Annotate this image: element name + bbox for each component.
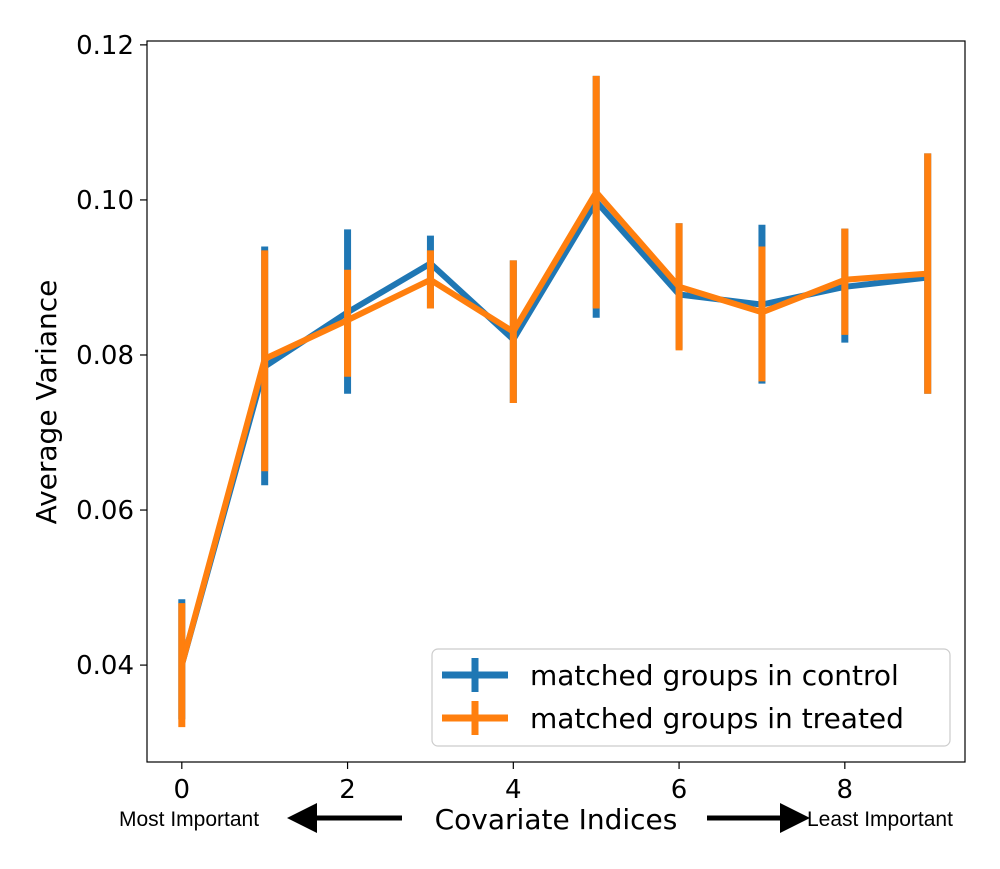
legend-item-0: matched groups in control	[442, 658, 899, 692]
axes: 0 2 4 6 8 0.04 0.06 0.08 0.10 0.12	[76, 31, 853, 805]
x-tick-label: 0	[174, 775, 191, 805]
legend-label: matched groups in control	[530, 659, 899, 692]
y-axis-label: Average Variance	[30, 280, 63, 525]
x-tick-label: 2	[339, 775, 356, 805]
data-point	[347, 319, 349, 321]
data-point	[181, 664, 183, 666]
legend-label: matched groups in treated	[530, 702, 904, 735]
least-important-note: Least Important	[807, 808, 953, 831]
plot-area	[178, 75, 932, 728]
data-point	[512, 331, 514, 333]
legend-box	[431, 648, 951, 747]
x-axis-label: Covariate Indices	[435, 803, 678, 836]
data-point	[595, 191, 597, 193]
legend: matched groups in control matched groups …	[431, 648, 951, 747]
x-tick-label: 4	[505, 775, 522, 805]
axes-frame	[146, 40, 966, 763]
y-tick-label: 0.06	[76, 496, 134, 526]
series-line	[178, 189, 931, 669]
y-tick-label: 0.12	[76, 31, 134, 61]
y-tick-label: 0.08	[76, 341, 134, 371]
data-point	[264, 358, 266, 360]
data-point	[429, 279, 431, 281]
series-line	[178, 198, 931, 669]
data-point	[927, 273, 929, 275]
data-point	[844, 279, 846, 281]
data-point	[761, 311, 763, 313]
x-tick-label: 6	[671, 775, 688, 805]
legend-item-1: matched groups in treated	[442, 701, 904, 735]
most-important-note: Most Important	[119, 808, 259, 831]
x-tick-label: 8	[837, 775, 854, 805]
y-tick-label: 0.04	[76, 651, 134, 681]
data-point	[678, 286, 680, 288]
y-tick-label: 0.10	[76, 186, 134, 216]
series-1	[178, 75, 932, 728]
series-0	[178, 75, 932, 720]
